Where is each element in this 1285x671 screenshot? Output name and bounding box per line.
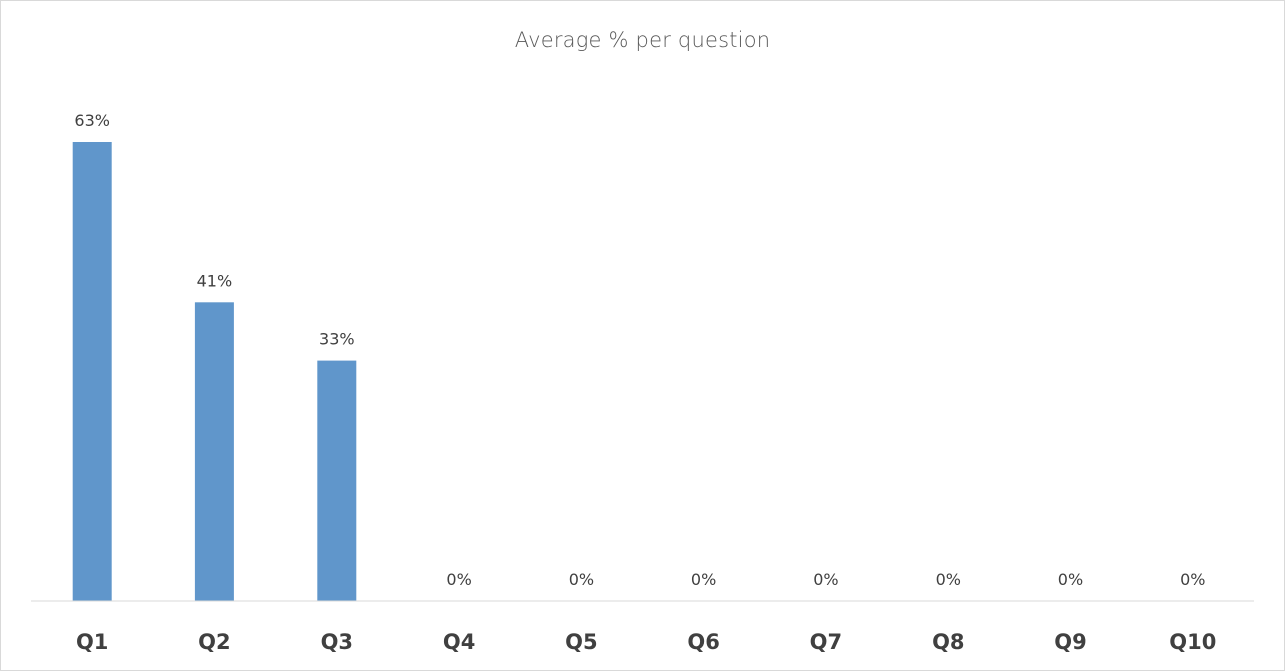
data-label-q2: 41% [197, 271, 233, 290]
category-label-q1: Q1 [76, 630, 108, 654]
category-labels: Q1 Q2 Q3 Q4 Q5 Q6 Q7 Q8 Q9 Q10 [76, 630, 1216, 654]
bars [72, 142, 357, 601]
category-label-q2: Q2 [198, 630, 230, 654]
data-label-q10: 0% [1180, 570, 1205, 589]
category-label-q4: Q4 [443, 630, 475, 654]
category-label-q5: Q5 [565, 630, 597, 654]
chart-title: Average % per question [514, 28, 771, 52]
data-labels: 63% 41% 33% 0% 0% 0% 0% 0% 0% 0% [74, 111, 1205, 589]
data-label-q1: 63% [74, 111, 110, 130]
category-label-q7: Q7 [810, 630, 842, 654]
category-label-q3: Q3 [321, 630, 353, 654]
bar-q3 [317, 360, 357, 601]
data-label-q7: 0% [813, 570, 838, 589]
data-label-q9: 0% [1058, 570, 1083, 589]
bar-q1 [72, 142, 112, 601]
data-label-q6: 0% [691, 570, 716, 589]
category-label-q6: Q6 [687, 630, 719, 654]
data-label-q8: 0% [936, 570, 961, 589]
data-label-q5: 0% [569, 570, 594, 589]
bar-q2 [194, 302, 234, 601]
category-label-q10: Q10 [1169, 630, 1216, 654]
category-label-q8: Q8 [932, 630, 964, 654]
data-label-q4: 0% [446, 570, 471, 589]
category-label-q9: Q9 [1054, 630, 1086, 654]
data-label-q3: 33% [319, 330, 355, 349]
